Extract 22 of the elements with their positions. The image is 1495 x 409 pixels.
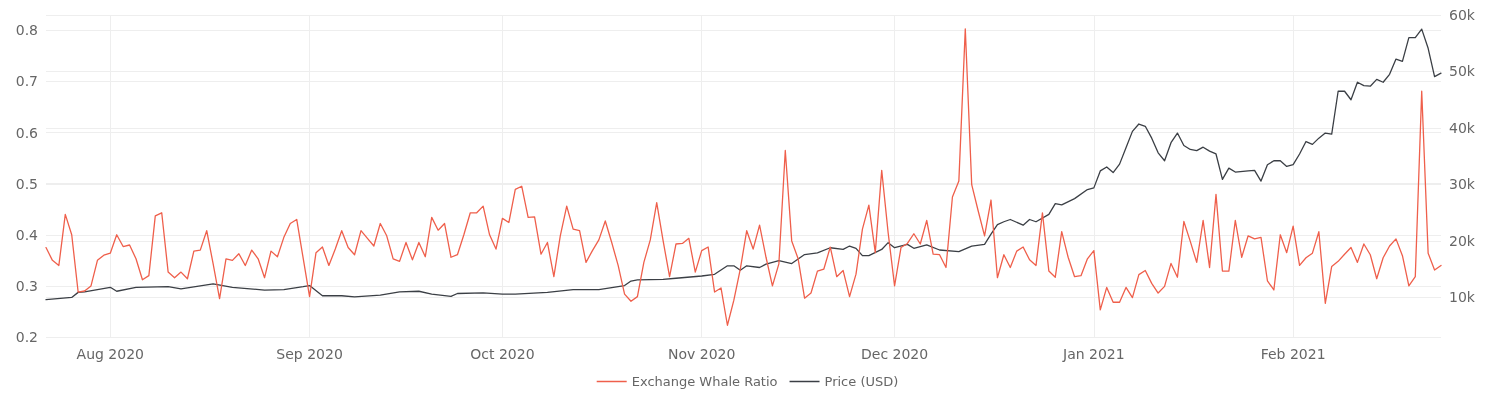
y2-tick-label: 60k xyxy=(1449,7,1476,23)
x-tick-label: Oct 2020 xyxy=(470,346,535,362)
x-tick-label: Sep 2020 xyxy=(276,346,343,362)
y-tick-label: 0.3 xyxy=(15,277,38,294)
y-tick-label: 0.8 xyxy=(15,22,38,39)
y2-tick-label: 10k xyxy=(1449,289,1476,306)
x-tick-label: Feb 2021 xyxy=(1260,346,1326,362)
x-tick-label: Nov 2020 xyxy=(668,346,736,362)
x-tick-label: Dec 2020 xyxy=(860,346,929,362)
y2-tick-label: 40k xyxy=(1449,119,1476,136)
y-tick-label: 0.5 xyxy=(15,175,38,192)
y-tick-label: 0.4 xyxy=(15,226,39,243)
y2-tick-label: 20k xyxy=(1449,232,1476,249)
y-tick-label: 0.6 xyxy=(15,124,39,141)
y-tick-label: 0.7 xyxy=(15,73,38,90)
x-tick-label: Jan 2021 xyxy=(1062,346,1125,362)
y2-tick-label: 50k xyxy=(1449,63,1476,80)
legend-label: Price (USD) xyxy=(824,374,899,389)
x-tick-label: Aug 2020 xyxy=(76,346,144,362)
y-tick-label: 0.2 xyxy=(15,329,38,345)
y2-tick-label: 30k xyxy=(1449,176,1476,193)
legend-label: Exchange Whale Ratio xyxy=(631,374,778,389)
